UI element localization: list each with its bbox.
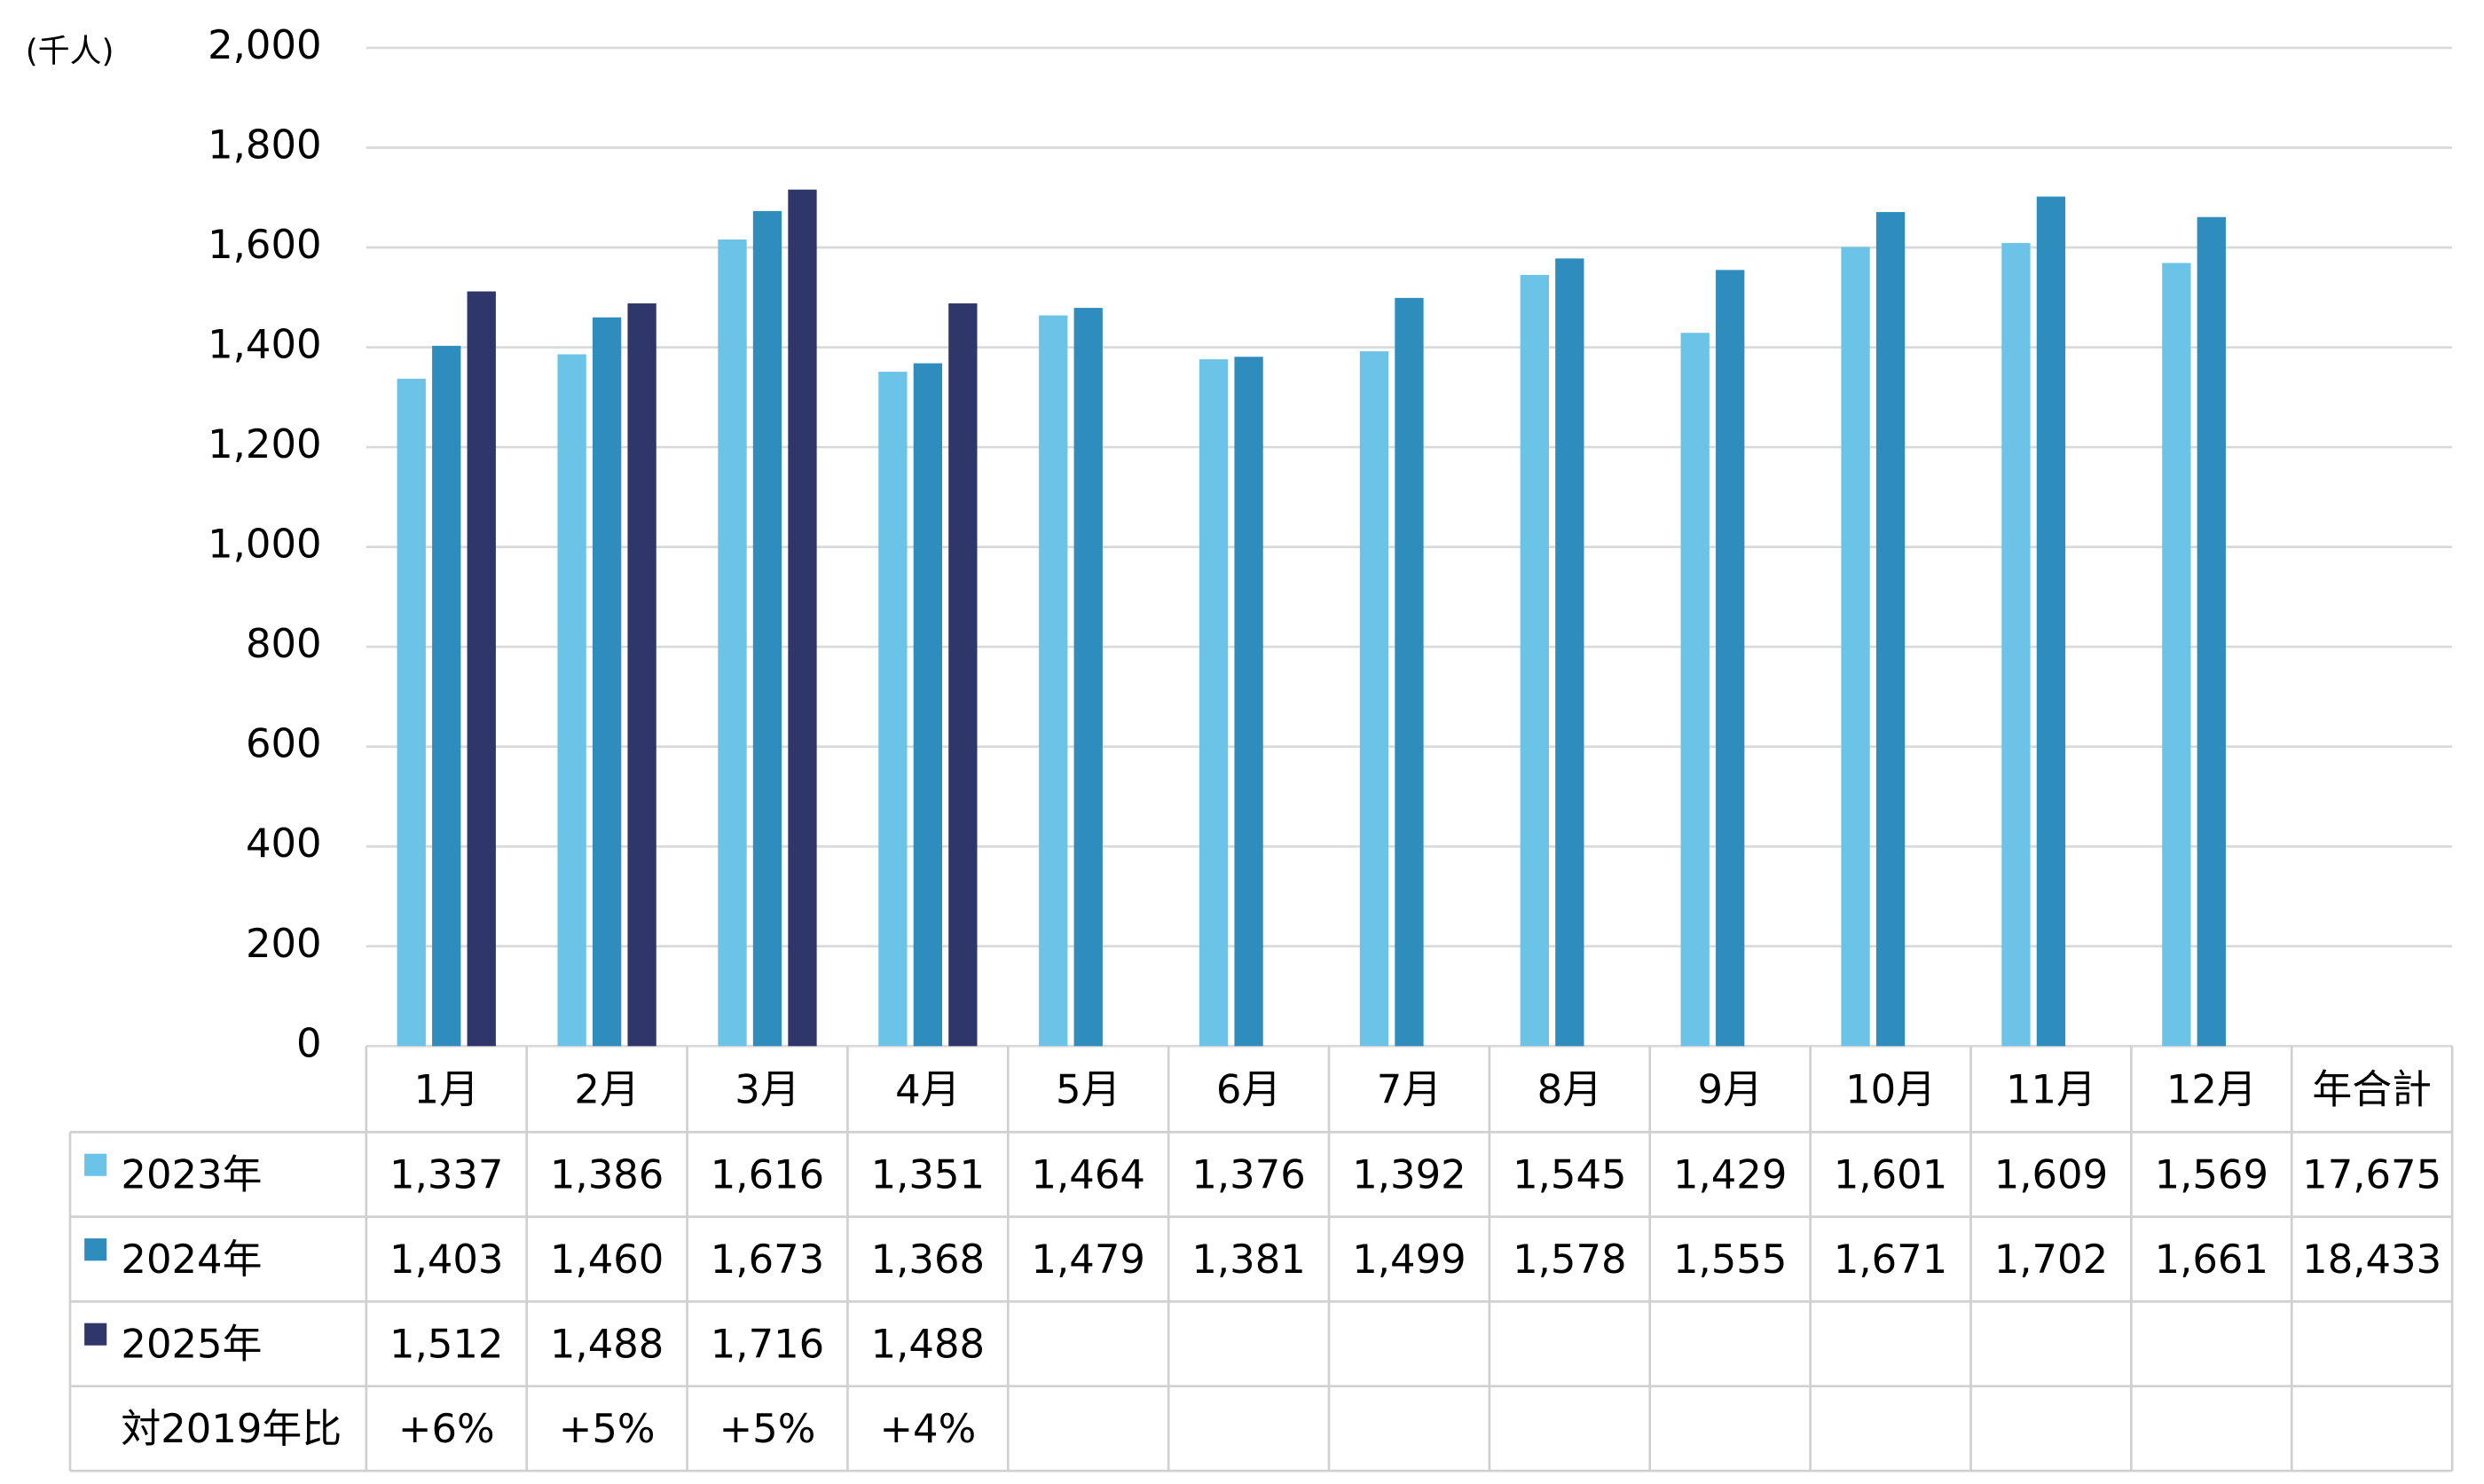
y-unit-label: (千人) — [26, 33, 114, 69]
x-tick-label: 1月 — [414, 1065, 479, 1112]
bar — [397, 379, 426, 1047]
table-value: 1,555 — [1673, 1236, 1787, 1283]
bar — [1234, 357, 1263, 1047]
table-value: 1,479 — [1032, 1236, 1145, 1283]
table-value: 1,351 — [871, 1151, 985, 1198]
legend-label: 2024年 — [121, 1236, 262, 1283]
y-tick-label: 800 — [246, 620, 322, 667]
table-value: 1,488 — [550, 1321, 664, 1368]
legend-swatch — [84, 1153, 107, 1176]
x-tick-label: 9月 — [1697, 1065, 1762, 1112]
bar — [1520, 274, 1549, 1047]
legend-label: 2023年 — [121, 1151, 262, 1198]
table-value: 1,499 — [1352, 1236, 1466, 1283]
table-value: 1,671 — [1834, 1236, 1947, 1283]
bar — [1039, 315, 1068, 1047]
table-value: 1,460 — [550, 1236, 664, 1283]
ratio-label: 対2019年比 — [121, 1405, 342, 1452]
table-value: 1,578 — [1513, 1236, 1626, 1283]
y-tick-label: 400 — [246, 820, 322, 867]
table-value: 1,569 — [2155, 1151, 2268, 1198]
bar — [1716, 270, 1745, 1047]
bar — [2162, 263, 2191, 1047]
table-value: 1,609 — [1994, 1151, 2108, 1198]
table-value: 1,702 — [1994, 1236, 2108, 1283]
bar — [557, 354, 586, 1047]
bar — [1073, 308, 1103, 1047]
table-value: 1,386 — [550, 1151, 664, 1198]
x-tick-label: 6月 — [1216, 1065, 1281, 1112]
y-tick-label: 200 — [246, 920, 322, 967]
y-tick-label: 1,600 — [208, 221, 321, 268]
bar — [1680, 333, 1710, 1047]
table-value: 1,601 — [1834, 1151, 1947, 1198]
table-value: 1,381 — [1191, 1236, 1305, 1283]
bar — [1359, 351, 1389, 1047]
table-value: 1,716 — [711, 1321, 824, 1368]
y-tick-label: 1,400 — [208, 321, 321, 368]
legend-label: 2025年 — [121, 1321, 262, 1368]
bar — [2197, 216, 2226, 1047]
table-value: 1,616 — [711, 1151, 824, 1198]
bar — [752, 210, 782, 1047]
bar — [592, 317, 622, 1047]
table-value: 1,488 — [871, 1321, 985, 1368]
x-tick-label: 5月 — [1056, 1065, 1120, 1112]
y-tick-label: 1,800 — [208, 121, 321, 168]
ratio-value: +4% — [879, 1405, 976, 1452]
table-value: 1,512 — [389, 1321, 503, 1368]
ratio-value: +5% — [559, 1405, 656, 1452]
table-value: 1,403 — [389, 1236, 503, 1283]
bar — [627, 303, 656, 1047]
y-tick-label: 1,000 — [208, 521, 321, 568]
bar — [948, 303, 978, 1047]
ratio-value: +5% — [719, 1405, 816, 1452]
bar — [2001, 242, 2031, 1047]
table-value: 1,661 — [2155, 1236, 2268, 1283]
bar — [467, 291, 496, 1047]
bar — [1875, 212, 1906, 1047]
table-total: 18,433 — [2302, 1236, 2441, 1283]
ratio-value: +6% — [398, 1405, 495, 1452]
y-tick-label: 2,000 — [208, 21, 321, 68]
x-tick-label: 3月 — [735, 1065, 799, 1112]
x-tick-label: 10月 — [1845, 1065, 1936, 1112]
table-value: 1,673 — [711, 1236, 824, 1283]
y-tick-label: 1,200 — [208, 420, 321, 467]
table-value: 1,376 — [1191, 1151, 1305, 1198]
table-total: 17,675 — [2302, 1151, 2441, 1198]
bar — [1841, 247, 1870, 1047]
table-value: 1,392 — [1352, 1151, 1466, 1198]
bar — [1395, 297, 1424, 1047]
bar — [718, 239, 747, 1047]
bar — [1199, 359, 1229, 1047]
bar — [878, 372, 908, 1047]
bar — [913, 363, 943, 1047]
table-value: 1,368 — [871, 1236, 985, 1283]
legend-swatch — [84, 1238, 107, 1261]
bar — [788, 189, 817, 1047]
table-value: 1,545 — [1513, 1151, 1626, 1198]
table-value: 1,429 — [1673, 1151, 1787, 1198]
y-tick-label: 600 — [246, 720, 322, 767]
x-tick-label: 4月 — [895, 1065, 960, 1112]
bar — [2036, 196, 2066, 1047]
bar — [1555, 258, 1584, 1047]
legend-swatch — [84, 1323, 107, 1346]
x-tick-label: 11月 — [2006, 1065, 2096, 1112]
x-tick-label: 2月 — [574, 1065, 639, 1112]
table-value: 1,337 — [389, 1151, 503, 1198]
x-tick-label: 8月 — [1537, 1065, 1602, 1112]
x-tick-label: 12月 — [2166, 1065, 2257, 1112]
x-tick-label: 7月 — [1377, 1065, 1442, 1112]
table-value: 1,464 — [1032, 1151, 1145, 1198]
total-header: 年合計 — [2312, 1065, 2432, 1112]
y-tick-label: 0 — [296, 1019, 322, 1066]
bar — [432, 345, 461, 1047]
